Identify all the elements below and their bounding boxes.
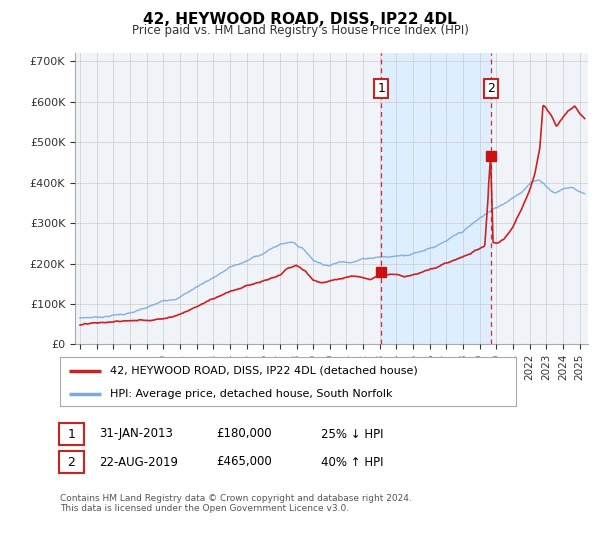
Text: 1: 1 — [377, 82, 385, 95]
Text: Price paid vs. HM Land Registry's House Price Index (HPI): Price paid vs. HM Land Registry's House … — [131, 24, 469, 36]
Text: HPI: Average price, detached house, South Norfolk: HPI: Average price, detached house, Sout… — [110, 389, 392, 399]
Text: 1: 1 — [67, 427, 76, 441]
Text: 42, HEYWOOD ROAD, DISS, IP22 4DL: 42, HEYWOOD ROAD, DISS, IP22 4DL — [143, 12, 457, 27]
Text: 31-JAN-2013: 31-JAN-2013 — [99, 427, 173, 441]
Bar — [381, 53, 491, 344]
Text: Contains HM Land Registry data © Crown copyright and database right 2024.
This d: Contains HM Land Registry data © Crown c… — [60, 494, 412, 514]
Text: £465,000: £465,000 — [216, 455, 272, 469]
Text: 40% ↑ HPI: 40% ↑ HPI — [321, 455, 383, 469]
Text: 25% ↓ HPI: 25% ↓ HPI — [321, 427, 383, 441]
Text: 2: 2 — [67, 455, 76, 469]
Text: 2: 2 — [487, 82, 494, 95]
Text: 22-AUG-2019: 22-AUG-2019 — [99, 455, 178, 469]
Text: 42, HEYWOOD ROAD, DISS, IP22 4DL (detached house): 42, HEYWOOD ROAD, DISS, IP22 4DL (detach… — [110, 366, 418, 376]
Text: £180,000: £180,000 — [216, 427, 272, 441]
